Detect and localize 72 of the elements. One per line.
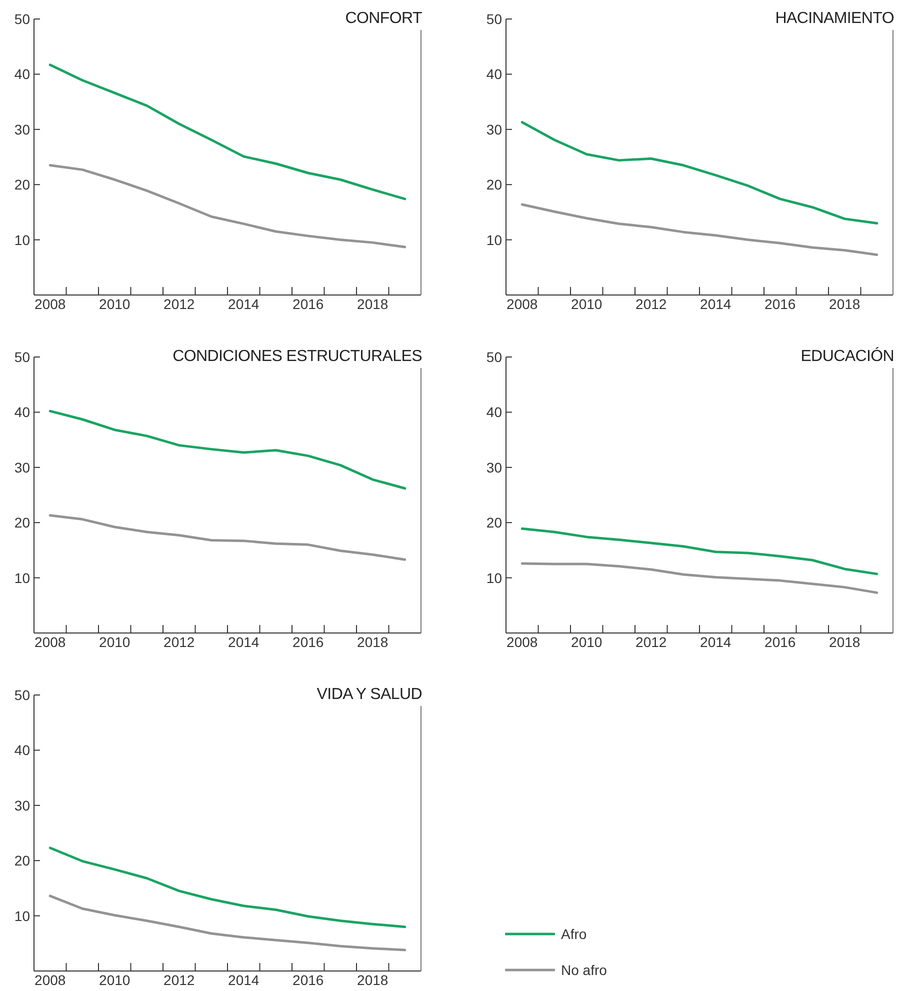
y-tick-label: 10 <box>14 570 30 586</box>
x-tick-label: 2012 <box>636 634 667 650</box>
line-series <box>520 527 878 576</box>
x-tick-label: 2008 <box>506 296 538 312</box>
y-tick-label: 30 <box>14 121 30 138</box>
x-tick-label: 2008 <box>34 972 66 988</box>
x-tick-label: 2018 <box>357 972 388 988</box>
line-series <box>520 203 878 256</box>
y-tick-label: 10 <box>14 232 30 248</box>
chart-title: EDUCACIÓN <box>798 346 896 368</box>
y-tick-label: 30 <box>486 121 502 138</box>
y-tick-label: 10 <box>14 908 30 924</box>
x-tick-label: 2016 <box>764 296 796 312</box>
x-tick-label: 2014 <box>228 296 260 312</box>
y-tick-label: 20 <box>486 176 502 193</box>
line-series <box>520 562 878 594</box>
line-series <box>48 514 406 561</box>
y-tick-label: 40 <box>486 404 502 420</box>
x-tick-label: 2018 <box>829 296 860 312</box>
x-tick-label: 2014 <box>700 296 732 312</box>
y-tick-label: 30 <box>486 459 502 476</box>
y-tick-label: 40 <box>486 66 502 82</box>
line-series <box>520 120 878 224</box>
chart-title: HACINAMIENTO <box>772 8 896 30</box>
x-tick-label: 2018 <box>829 634 860 650</box>
x-tick-label: 2012 <box>164 634 195 650</box>
x-tick-label: 2012 <box>164 972 195 988</box>
x-tick-label: 2016 <box>292 296 324 312</box>
line-series <box>48 64 406 200</box>
x-tick-label: 2010 <box>99 296 130 312</box>
line-series <box>48 846 406 928</box>
y-tick-label: 50 <box>486 349 502 365</box>
x-tick-label: 2016 <box>292 634 324 650</box>
y-tick-label: 30 <box>14 459 30 476</box>
x-tick-label: 2010 <box>99 634 130 650</box>
chart-title: CONFORT <box>342 8 424 30</box>
chart-title: CONDICIONES ESTRUCTURALES <box>170 346 424 368</box>
chart-title: VIDA Y SALUD <box>314 684 424 706</box>
x-tick-label: 2008 <box>34 296 66 312</box>
x-tick-label: 2010 <box>99 972 130 988</box>
y-tick-label: 50 <box>14 349 30 365</box>
x-tick-label: 2016 <box>292 972 324 988</box>
y-tick-label: 40 <box>14 66 30 82</box>
x-tick-label: 2018 <box>357 634 388 650</box>
x-tick-label: 2014 <box>228 972 260 988</box>
y-tick-label: 20 <box>14 176 30 193</box>
x-tick-label: 2012 <box>164 296 195 312</box>
legend-label: No afro <box>561 962 607 978</box>
y-tick-label: 50 <box>14 11 30 27</box>
legend-label: Afro <box>561 926 587 942</box>
x-tick-label: 2018 <box>357 296 388 312</box>
line-series <box>48 164 406 248</box>
x-tick-label: 2014 <box>700 634 732 650</box>
y-tick-label: 50 <box>14 687 30 703</box>
line-series <box>48 894 406 952</box>
x-tick-label: 2008 <box>34 634 66 650</box>
line-series <box>48 410 406 490</box>
y-tick-label: 10 <box>486 232 502 248</box>
x-tick-label: 2016 <box>764 634 796 650</box>
y-tick-label: 50 <box>486 11 502 27</box>
y-tick-label: 30 <box>14 797 30 814</box>
y-tick-label: 20 <box>486 514 502 531</box>
x-tick-label: 2014 <box>228 634 260 650</box>
x-tick-label: 2008 <box>506 634 538 650</box>
y-tick-label: 20 <box>14 514 30 531</box>
y-tick-label: 20 <box>14 852 30 869</box>
y-tick-label: 10 <box>486 570 502 586</box>
x-tick-label: 2010 <box>571 634 602 650</box>
x-tick-label: 2010 <box>571 296 602 312</box>
y-tick-label: 40 <box>14 404 30 420</box>
y-tick-label: 40 <box>14 742 30 758</box>
x-tick-label: 2012 <box>636 296 667 312</box>
